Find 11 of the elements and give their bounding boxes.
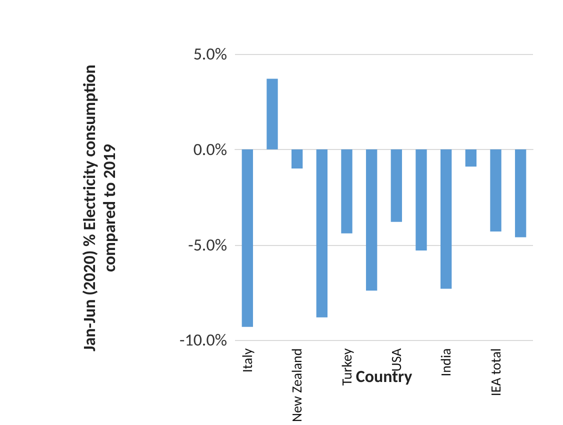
x-tick-label: India — [438, 348, 455, 376]
y-tick-label: 0.0% — [193, 138, 227, 160]
y-tick-label: -10.0% — [180, 330, 227, 351]
y-axis-title: Jan-Jun (2020) % Electricity consumption compared to 2019 — [79, 64, 120, 354]
x-tick-label: Turkey — [338, 348, 356, 386]
y-tick-label: -5.0% — [188, 234, 227, 256]
x-tick-label: Italy — [238, 348, 256, 373]
y-tick-label: 5.0% — [193, 44, 227, 64]
x-tick-label: New Zealand — [288, 348, 306, 422]
x-tick-label: USA — [388, 347, 405, 372]
x-tick-label: IEA total — [487, 348, 504, 396]
